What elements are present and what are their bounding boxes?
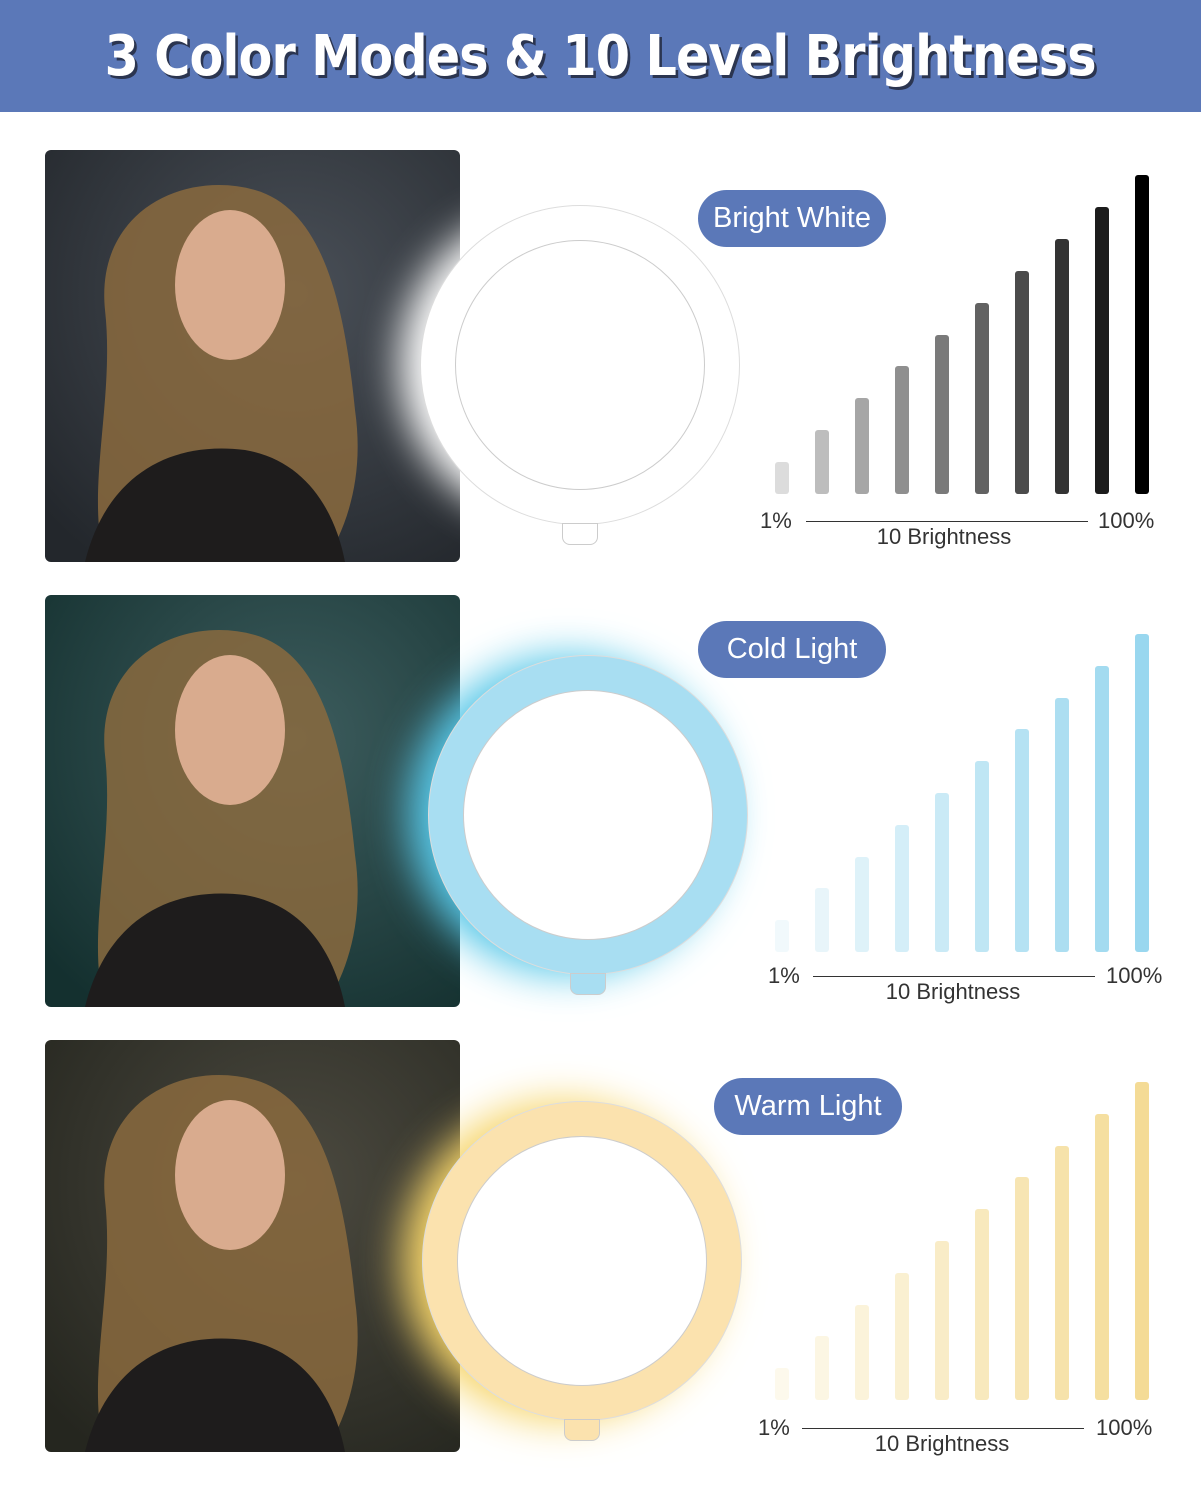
mode-section-3: Warm Light 1% 10 Brightness 100% [0, 1040, 1201, 1460]
brightness-axis-line [813, 976, 1095, 977]
brightness-bar-1 [775, 920, 789, 952]
brightness-bar-9 [1095, 665, 1109, 952]
brightness-bar-7 [1015, 270, 1029, 494]
mode-section-1: Bright White 1% 10 Brightness 100% [0, 150, 1201, 570]
brightness-bar-6 [975, 1209, 989, 1400]
brightness-bar-2 [815, 1336, 829, 1400]
max-brightness-label: 100% [1098, 508, 1155, 533]
ring-light-inner [463, 690, 713, 940]
ring-light-mount [564, 1419, 600, 1441]
brightness-bar-6 [975, 302, 989, 494]
mode-label: Cold Light [698, 621, 886, 678]
min-brightness-label: 1% [758, 1415, 790, 1440]
brightness-bar-10 [1135, 1082, 1149, 1400]
brightness-bar-4 [895, 366, 909, 494]
brightness-bar-3 [855, 398, 869, 494]
brightness-bar-10 [1135, 175, 1149, 494]
brightness-bar-10 [1135, 634, 1149, 952]
ring-light-inner [457, 1136, 707, 1386]
brightness-bar-8 [1055, 238, 1069, 494]
brightness-bar-9 [1095, 1113, 1109, 1400]
brightness-bar-4 [895, 824, 909, 952]
axis-label: 10 Brightness [874, 1431, 1010, 1456]
brightness-bar-2 [815, 888, 829, 952]
ring-light-mount [570, 973, 606, 995]
mode-label: Warm Light [714, 1078, 902, 1135]
axis-label: 10 Brightness [876, 524, 1012, 549]
brightness-bar-1 [775, 462, 789, 494]
mode-section-2: Cold Light 1% 10 Brightness 100% [0, 595, 1201, 1015]
brightness-bar-7 [1015, 1177, 1029, 1400]
ring-light-mount [562, 523, 598, 545]
header-banner: 3 Color Modes & 10 Level Brightness [0, 0, 1201, 112]
brightness-bar-8 [1055, 1145, 1069, 1400]
brightness-bar-9 [1095, 206, 1109, 494]
brightness-bar-7 [1015, 729, 1029, 952]
min-brightness-label: 1% [768, 963, 800, 988]
axis-label: 10 Brightness [885, 979, 1021, 1004]
brightness-bar-8 [1055, 697, 1069, 952]
page-title: 3 Color Modes & 10 Level Brightness [104, 23, 1097, 89]
brightness-bar-3 [855, 856, 869, 952]
brightness-bar-5 [935, 793, 949, 952]
brightness-bar-3 [855, 1304, 869, 1400]
ring-light-inner [455, 240, 705, 490]
brightness-axis-line [806, 521, 1088, 522]
min-brightness-label: 1% [760, 508, 792, 533]
brightness-bar-5 [935, 334, 949, 494]
brightness-bar-6 [975, 761, 989, 952]
brightness-axis-line [802, 1428, 1084, 1429]
brightness-bar-4 [895, 1272, 909, 1400]
max-brightness-label: 100% [1096, 1415, 1153, 1440]
max-brightness-label: 100% [1106, 963, 1163, 988]
mode-label: Bright White [698, 190, 886, 247]
brightness-bar-5 [935, 1241, 949, 1400]
model-photo [45, 595, 460, 1007]
brightness-bar-2 [815, 430, 829, 494]
model-photo [45, 150, 460, 562]
brightness-bar-1 [775, 1368, 789, 1400]
model-photo [45, 1040, 460, 1452]
